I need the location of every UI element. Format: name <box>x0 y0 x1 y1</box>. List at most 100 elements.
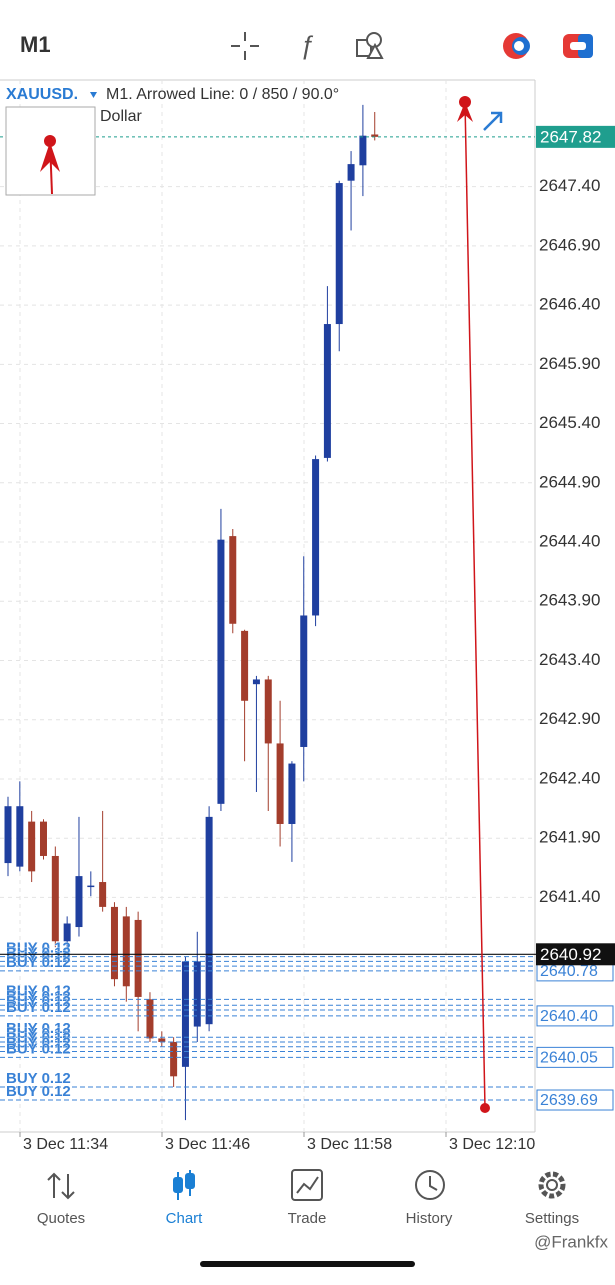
order-label: BUY 0.12 <box>6 954 71 971</box>
order-label: BUY 0.12 <box>6 944 71 961</box>
candle-body <box>158 1038 166 1042</box>
symbol-dropdown-icon[interactable] <box>90 92 97 98</box>
candle-body <box>181 961 189 1067</box>
order-price-box <box>536 1089 614 1111</box>
order-price-label: 2640.78 <box>540 963 598 980</box>
order-price-label: 2640.40 <box>540 1008 598 1025</box>
x-tick-label: 3 Dec 11:58 <box>307 1136 392 1153</box>
y-tick-label: 2644.40 <box>539 532 600 551</box>
order-label: BUY 0.12 <box>6 1025 71 1042</box>
quotes-icon[interactable] <box>47 1172 75 1200</box>
symbol-label[interactable]: XAUUSD. <box>6 86 78 103</box>
order-label: BUY 0.12 <box>6 1020 71 1037</box>
candle-body <box>217 539 225 804</box>
magnifier-box <box>5 106 96 196</box>
y-tick-label: 2643.40 <box>539 650 600 669</box>
order-label: BUY 0.12 <box>6 993 71 1010</box>
ask-price-box <box>536 943 615 966</box>
trade-icon[interactable] <box>291 1169 323 1201</box>
order-label: BUY 0.12 <box>6 940 71 957</box>
candle-body <box>63 923 71 942</box>
order-label: BUY 0.12 <box>6 1040 71 1057</box>
objects-icon[interactable] <box>356 32 384 59</box>
candle-body <box>134 919 142 997</box>
crosshair-icon[interactable] <box>231 32 259 60</box>
watermark: @Frankfx <box>534 1232 608 1251</box>
order-price-box <box>536 1005 614 1027</box>
account-icon[interactable] <box>503 33 530 59</box>
y-tick-label: 2647.40 <box>539 176 600 195</box>
y-tick-label: 2641.40 <box>539 887 600 906</box>
history-icon[interactable] <box>415 1170 445 1200</box>
nav-label[interactable]: Quotes <box>37 1210 85 1227</box>
y-tick-label: 2644.90 <box>539 472 600 491</box>
candle-body <box>170 1041 178 1077</box>
order-label: BUY 0.12 <box>6 1070 71 1087</box>
x-tick-label: 3 Dec 11:34 <box>23 1136 108 1153</box>
candle-body <box>16 806 24 867</box>
candle-body <box>193 961 201 1027</box>
candle-body <box>347 164 355 181</box>
order-label: BUY 0.12 <box>6 1030 71 1047</box>
order-price-box <box>536 1046 614 1068</box>
order-label: BUY 0.12 <box>6 982 71 999</box>
order-label: BUY 0.12 <box>6 1083 71 1100</box>
candle-body <box>75 876 83 928</box>
order-label: BUY 0.12 <box>6 949 71 966</box>
settings-icon[interactable] <box>538 1171 566 1199</box>
arrowed-line[interactable] <box>457 96 490 1113</box>
y-tick-label: 2645.90 <box>539 354 600 373</box>
candle-body <box>335 183 343 325</box>
candle-body <box>323 324 331 458</box>
candle-body <box>39 821 47 856</box>
indicators-icon[interactable]: ƒ <box>300 30 314 60</box>
candle-body <box>300 615 308 747</box>
order-label: BUY 0.12 <box>6 1034 71 1051</box>
candle-body <box>264 679 272 744</box>
timeframe-button[interactable]: M1 <box>20 32 51 57</box>
candle-body <box>241 630 249 701</box>
last-price-box <box>536 125 615 148</box>
candle-body <box>371 134 379 137</box>
symbol-description: Dollar <box>100 108 142 125</box>
candle-body <box>51 855 59 942</box>
home-indicator <box>200 1261 415 1267</box>
ask-price-label: 2640.92 <box>540 945 601 964</box>
y-tick-label: 2642.90 <box>539 709 600 728</box>
candle-body <box>205 816 213 1025</box>
candle-body <box>99 882 107 907</box>
candle-body <box>359 135 367 166</box>
y-tick-label: 2643.90 <box>539 591 600 610</box>
y-tick-label: 2642.40 <box>539 768 600 787</box>
nav-label[interactable]: Settings <box>525 1210 579 1227</box>
y-tick-label: 2646.90 <box>539 235 600 254</box>
nav-label-active[interactable]: Chart <box>166 1210 204 1227</box>
nav-label[interactable]: Trade <box>288 1210 327 1227</box>
candle-body <box>229 536 237 624</box>
x-tick-label: 3 Dec 12:10 <box>449 1136 535 1153</box>
candle-body <box>110 906 118 980</box>
arrow-object-icon[interactable] <box>483 111 503 131</box>
nav-label[interactable]: History <box>406 1210 453 1227</box>
object-info: M1. Arrowed Line: 0 / 850 / 90.0° <box>106 86 339 103</box>
last-price-label: 2647.82 <box>540 127 601 146</box>
candle-body <box>288 763 296 824</box>
trade-toggle-icon[interactable] <box>563 34 593 58</box>
candle-body <box>276 743 284 824</box>
order-price-label: 2640.05 <box>540 1050 598 1067</box>
chart-icon[interactable] <box>173 1170 195 1200</box>
candle-body <box>28 821 36 872</box>
y-tick-label: 2641.90 <box>539 828 600 847</box>
candle-body <box>252 679 260 685</box>
chart[interactable]: 2647.40 2646.90 2646.40 2645.90 2645.40 2644.… <box>0 80 615 1153</box>
y-tick-label: 2646.40 <box>539 295 600 314</box>
order-price-label: 2639.69 <box>540 1092 598 1109</box>
candle-body <box>312 459 320 616</box>
order-label: BUY 0.12 <box>6 999 71 1016</box>
order-label: BUY 0.12 <box>6 988 71 1005</box>
candle-body <box>146 999 154 1039</box>
candle-body <box>4 806 12 864</box>
candle-body <box>87 885 95 888</box>
